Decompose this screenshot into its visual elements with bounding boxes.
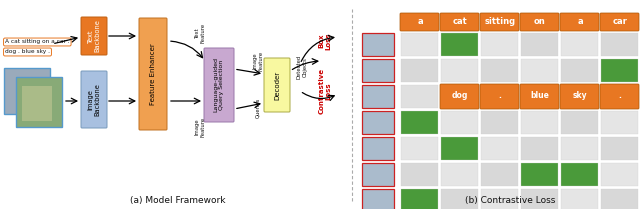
Text: .: . <box>619 92 621 101</box>
Text: sitting: sitting <box>484 18 516 27</box>
FancyBboxPatch shape <box>441 137 478 160</box>
Text: A cat sitting on a car .: A cat sitting on a car . <box>5 40 70 45</box>
Text: on: on <box>534 18 546 27</box>
FancyBboxPatch shape <box>204 48 234 122</box>
FancyBboxPatch shape <box>481 189 518 209</box>
FancyBboxPatch shape <box>560 13 599 31</box>
FancyBboxPatch shape <box>480 84 519 109</box>
FancyBboxPatch shape <box>4 68 50 114</box>
Text: blue: blue <box>531 92 549 101</box>
FancyBboxPatch shape <box>362 137 394 160</box>
FancyBboxPatch shape <box>601 33 638 56</box>
FancyBboxPatch shape <box>441 111 478 134</box>
FancyBboxPatch shape <box>81 17 107 55</box>
FancyBboxPatch shape <box>561 33 598 56</box>
Text: (a) Model Framework: (a) Model Framework <box>131 196 226 205</box>
Text: Text
Feature: Text Feature <box>195 23 205 43</box>
FancyBboxPatch shape <box>441 163 478 186</box>
FancyBboxPatch shape <box>601 137 638 160</box>
FancyBboxPatch shape <box>441 189 478 209</box>
Text: dog: dog <box>452 92 468 101</box>
FancyBboxPatch shape <box>362 59 394 82</box>
FancyBboxPatch shape <box>561 137 598 160</box>
FancyBboxPatch shape <box>600 84 639 109</box>
FancyBboxPatch shape <box>362 33 394 56</box>
Text: Text
Backbone: Text Backbone <box>88 20 100 52</box>
FancyBboxPatch shape <box>520 13 559 31</box>
FancyBboxPatch shape <box>139 18 167 130</box>
FancyBboxPatch shape <box>601 111 638 134</box>
FancyBboxPatch shape <box>401 137 438 160</box>
FancyBboxPatch shape <box>440 84 479 109</box>
Text: Box
Loss: Box Loss <box>319 32 332 50</box>
FancyBboxPatch shape <box>480 13 519 31</box>
FancyBboxPatch shape <box>481 33 518 56</box>
FancyBboxPatch shape <box>520 84 559 109</box>
FancyBboxPatch shape <box>16 77 62 127</box>
Text: Detected
Objects: Detected Objects <box>296 55 307 79</box>
FancyBboxPatch shape <box>441 33 478 56</box>
FancyBboxPatch shape <box>441 59 478 82</box>
Text: Image
Feature: Image Feature <box>195 117 205 137</box>
FancyBboxPatch shape <box>81 71 107 128</box>
FancyBboxPatch shape <box>561 189 598 209</box>
Text: Feature Enhancer: Feature Enhancer <box>150 43 156 105</box>
FancyBboxPatch shape <box>600 13 639 31</box>
Text: a: a <box>417 18 423 27</box>
FancyBboxPatch shape <box>400 13 439 31</box>
FancyBboxPatch shape <box>401 163 438 186</box>
FancyBboxPatch shape <box>561 163 598 186</box>
Text: Decoder: Decoder <box>274 70 280 99</box>
Text: .: . <box>499 92 501 101</box>
FancyBboxPatch shape <box>401 189 438 209</box>
FancyBboxPatch shape <box>362 189 394 209</box>
FancyBboxPatch shape <box>362 85 394 108</box>
FancyBboxPatch shape <box>521 33 558 56</box>
FancyBboxPatch shape <box>601 189 638 209</box>
FancyBboxPatch shape <box>601 163 638 186</box>
Text: Image
Feature: Image Feature <box>253 51 264 71</box>
FancyBboxPatch shape <box>362 111 394 134</box>
Text: (b) Contrastive Loss: (b) Contrastive Loss <box>465 196 555 205</box>
FancyBboxPatch shape <box>481 163 518 186</box>
Text: Queries: Queries <box>255 98 260 118</box>
FancyBboxPatch shape <box>22 86 52 121</box>
Text: cat: cat <box>452 18 467 27</box>
FancyBboxPatch shape <box>481 137 518 160</box>
FancyBboxPatch shape <box>521 111 558 134</box>
FancyBboxPatch shape <box>481 111 518 134</box>
Text: sky: sky <box>573 92 588 101</box>
FancyBboxPatch shape <box>401 85 438 108</box>
FancyBboxPatch shape <box>264 58 290 112</box>
FancyBboxPatch shape <box>401 33 438 56</box>
Text: a: a <box>577 18 583 27</box>
Text: Image
Backbone: Image Backbone <box>88 83 100 116</box>
FancyBboxPatch shape <box>601 59 638 82</box>
Text: Contrastive
Loss: Contrastive Loss <box>319 68 332 114</box>
FancyBboxPatch shape <box>561 59 598 82</box>
FancyBboxPatch shape <box>362 163 394 186</box>
FancyBboxPatch shape <box>481 59 518 82</box>
FancyBboxPatch shape <box>521 59 558 82</box>
FancyBboxPatch shape <box>521 163 558 186</box>
FancyBboxPatch shape <box>560 84 599 109</box>
FancyBboxPatch shape <box>440 13 479 31</box>
FancyBboxPatch shape <box>401 59 438 82</box>
FancyBboxPatch shape <box>521 189 558 209</box>
Text: dog . blue sky .: dog . blue sky . <box>5 50 50 55</box>
FancyBboxPatch shape <box>521 137 558 160</box>
FancyBboxPatch shape <box>401 111 438 134</box>
FancyBboxPatch shape <box>561 111 598 134</box>
Text: Language-guided
Query Selection: Language-guided Query Selection <box>214 57 225 112</box>
Text: car: car <box>612 18 627 27</box>
